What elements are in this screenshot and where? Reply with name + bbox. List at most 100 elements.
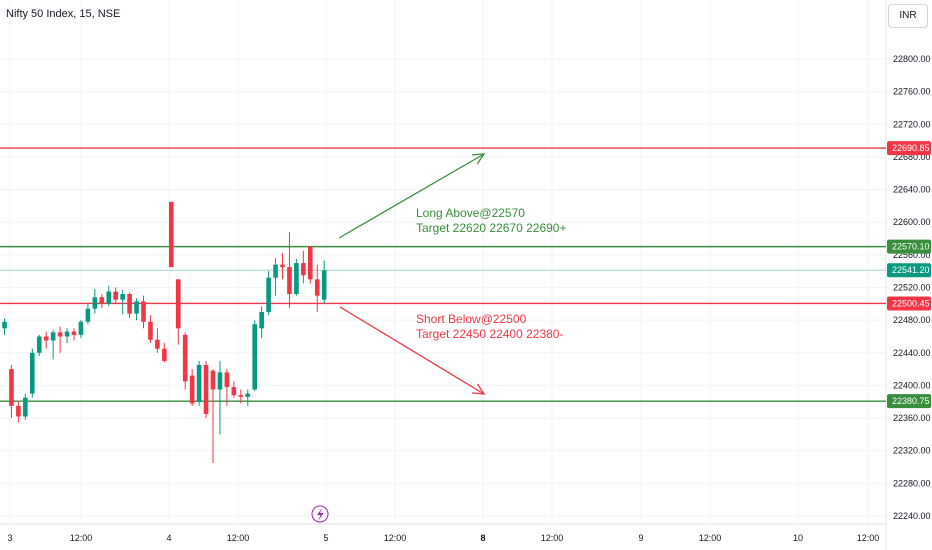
candle[interactable] [134, 298, 139, 321]
candle-body [36, 336, 42, 353]
candle-body [238, 395, 244, 397]
candle-body [85, 308, 91, 322]
chart-grid [0, 0, 886, 524]
horizontal-levels [0, 147, 886, 402]
candle-body [308, 246, 313, 280]
price-label-text: 22541.20 [892, 265, 930, 275]
price-tick-label: 22360.00 [893, 413, 931, 423]
candle[interactable] [71, 328, 77, 341]
price-label-bg [887, 263, 931, 278]
candle[interactable] [203, 360, 209, 419]
time-tick-label: 12:00 [541, 533, 564, 543]
candle[interactable] [189, 369, 195, 406]
candle[interactable] [210, 369, 216, 463]
candle[interactable] [113, 287, 118, 304]
level-price-label: 22500.45 [887, 296, 931, 311]
candle[interactable] [43, 331, 49, 349]
price-label-text: 22380.75 [892, 396, 930, 406]
time-tick-label: 12:00 [70, 533, 93, 543]
candle[interactable] [92, 289, 98, 314]
time-tick-label: 4 [166, 533, 171, 543]
candle[interactable] [280, 253, 285, 280]
candle[interactable] [252, 320, 257, 392]
time-tick-label: 12:00 [384, 533, 407, 543]
candle[interactable] [259, 306, 264, 339]
candle[interactable] [141, 295, 146, 329]
candle-body [287, 267, 292, 295]
candle-body [203, 365, 209, 414]
candle[interactable] [301, 250, 306, 284]
currency-button[interactable]: INR [888, 4, 928, 28]
candle[interactable] [266, 271, 271, 316]
candle[interactable] [238, 389, 244, 404]
symbol-title: Nifty 50 Index, 15, NSE [6, 8, 121, 20]
candle[interactable] [64, 328, 70, 343]
candle[interactable] [273, 258, 278, 296]
candle[interactable] [217, 360, 223, 435]
price-tick-label: 22440.00 [893, 348, 931, 358]
candle-body [196, 365, 202, 402]
price-tick-label: 22720.00 [893, 119, 931, 129]
candle[interactable] [57, 326, 63, 353]
candle-body [50, 332, 56, 341]
candle[interactable] [2, 318, 7, 335]
candle[interactable] [36, 334, 42, 357]
candle[interactable] [9, 365, 14, 419]
candle[interactable] [182, 332, 188, 390]
arrow-head [471, 153, 486, 165]
time-tick-label: 9 [638, 533, 643, 543]
candle-body [134, 301, 139, 314]
candle-body [120, 294, 125, 300]
candle-body [141, 301, 146, 322]
candle[interactable] [155, 328, 160, 353]
arrow-head [471, 383, 486, 395]
time-tick-label: 10 [793, 533, 803, 543]
candle[interactable] [106, 285, 112, 307]
candle-body [155, 339, 160, 349]
candle-body [273, 264, 278, 278]
candle[interactable] [321, 260, 327, 304]
candle[interactable] [85, 303, 91, 325]
candle-body [127, 294, 132, 314]
price-label-bg [887, 239, 931, 254]
candle[interactable] [99, 294, 105, 308]
candle-body [210, 370, 216, 390]
price-tick-label: 22600.00 [893, 217, 931, 227]
candle[interactable] [23, 393, 28, 420]
candle[interactable] [169, 201, 174, 268]
candle[interactable] [224, 369, 230, 406]
candle-body [252, 324, 257, 390]
candle[interactable] [308, 246, 313, 284]
candle[interactable] [50, 329, 56, 360]
candle[interactable] [314, 264, 320, 312]
lightning-icon[interactable] [311, 505, 329, 523]
candle[interactable] [127, 292, 132, 318]
candle-body [217, 372, 223, 390]
long-arrow[interactable] [338, 153, 486, 239]
candle[interactable] [120, 289, 125, 315]
candle-body [175, 279, 181, 329]
candle[interactable] [175, 279, 181, 345]
candle[interactable] [16, 401, 21, 423]
candle-body [99, 297, 105, 304]
candle[interactable] [245, 389, 251, 406]
candle[interactable] [294, 258, 299, 296]
candle[interactable] [162, 342, 167, 363]
candle[interactable] [148, 315, 153, 343]
candle-body [148, 321, 153, 340]
candle-body [162, 348, 167, 361]
candle-body [294, 263, 299, 295]
candle[interactable] [287, 232, 292, 308]
candle-body [245, 393, 251, 397]
annotation-text: Short Below@22500 [416, 312, 527, 326]
time-tick-label: 12:00 [227, 533, 250, 543]
candle[interactable] [231, 381, 237, 398]
candle[interactable] [78, 320, 84, 339]
short-arrow[interactable] [339, 306, 486, 395]
candle[interactable] [196, 360, 202, 406]
candle[interactable] [30, 348, 35, 398]
candle-body [224, 372, 230, 388]
time-axis-ticks: 3 12:00 4 12:00 5 12:00 8 12:00 9 12:00 10 12:00 [7, 533, 879, 543]
price-label-text: 22690.85 [892, 143, 930, 153]
